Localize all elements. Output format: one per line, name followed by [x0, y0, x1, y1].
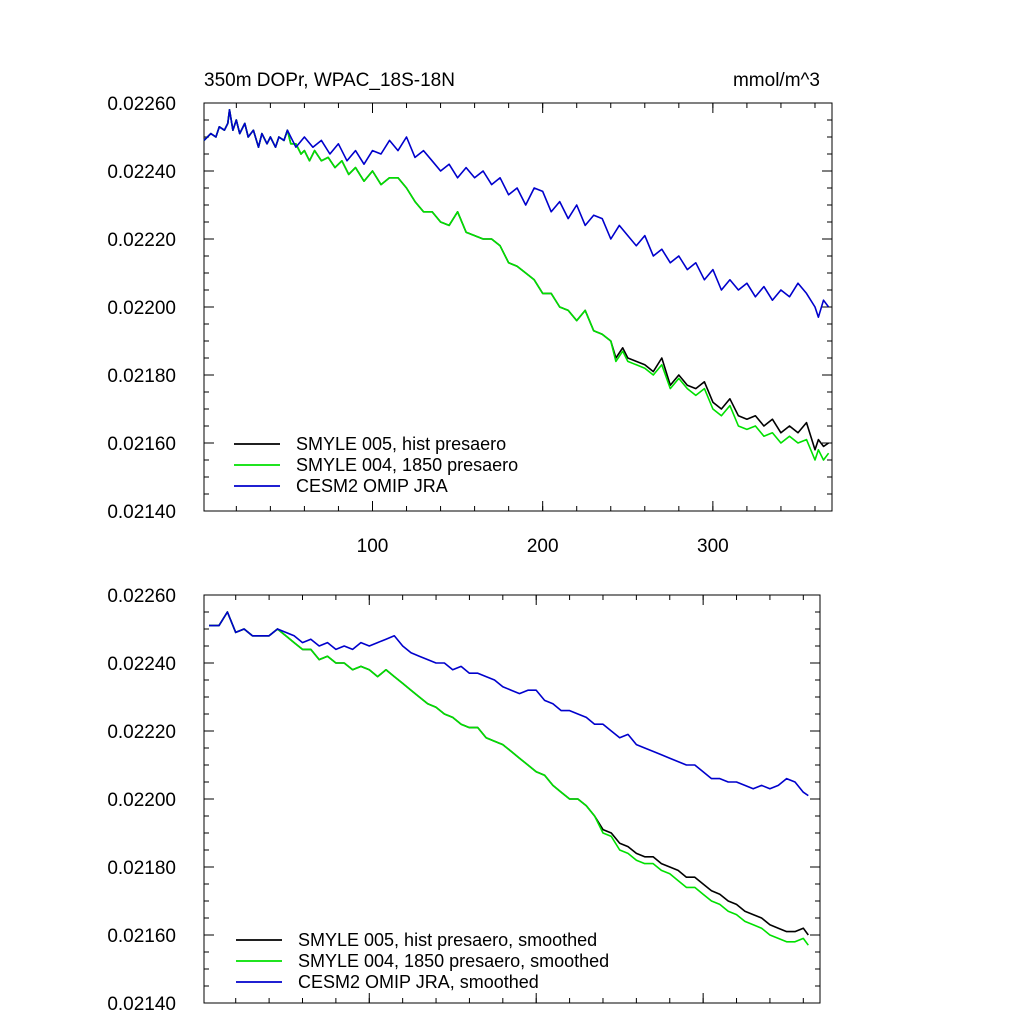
chart-0-y-tick-label: 0.02200 [107, 298, 176, 319]
chart-0-legend-label-0: SMYLE 005, hist presaero [296, 434, 506, 454]
chart-1-series-0-line [209, 611, 809, 936]
chart-1-legend-label-2: CESM2 OMIP JRA, smoothed [298, 972, 539, 992]
chart-0-series-0-line [203, 109, 830, 451]
chart-1-legend-label-1: SMYLE 004, 1850 presaero, smoothed [298, 951, 609, 971]
chart-1-y-tick-label: 0.02200 [107, 790, 176, 811]
chart-0-y-tick-label: 0.02140 [107, 502, 176, 523]
chart-0-x-tick-label: 300 [697, 536, 729, 557]
chart-0-legend-label-1: SMYLE 004, 1850 presaero [296, 455, 518, 475]
chart-0-series-2-line [203, 109, 830, 318]
chart-1-series-2-line [209, 611, 809, 797]
chart-1-series-1-line [209, 611, 809, 946]
chart-1-y-tick-label: 0.02180 [107, 858, 176, 879]
chart-0-x-tick-label: 100 [357, 536, 389, 557]
chart-1-legend-label-0: SMYLE 005, hist presaero, smoothed [298, 930, 597, 950]
plot-title: 350m DOPr, WPAC_18S-18N [204, 70, 455, 91]
chart-1-y-tick-label: 0.02220 [107, 722, 176, 743]
chart-1-y-tick-label: 0.02240 [107, 654, 176, 675]
chart-0-y-tick-label: 0.02220 [107, 230, 176, 251]
chart-0-y-tick-label: 0.02180 [107, 366, 176, 387]
bottom-panel: 0.02140 0.02160 0.02180 0.02200 0.02220 0.022… [107, 586, 821, 1015]
chart-0-x-tick-label: 200 [527, 536, 559, 557]
chart-0-y-tick-label: 0.02260 [107, 94, 176, 115]
chart-1-y-tick-label: 0.02260 [107, 586, 176, 607]
chart-0-y-tick-label: 0.02160 [107, 434, 176, 455]
chart-1-y-tick-label: 0.02160 [107, 926, 176, 947]
units-label: mmol/m^3 [733, 70, 820, 91]
chart-0-y-tick-label: 0.02240 [107, 162, 176, 183]
chart-0-legend-label-2: CESM2 OMIP JRA [296, 476, 448, 496]
top-panel: 0.02140 0.02160 0.02180 0.02200 0.02220 0.022… [107, 94, 833, 557]
chart-1-y-tick-label: 0.02140 [107, 994, 176, 1015]
